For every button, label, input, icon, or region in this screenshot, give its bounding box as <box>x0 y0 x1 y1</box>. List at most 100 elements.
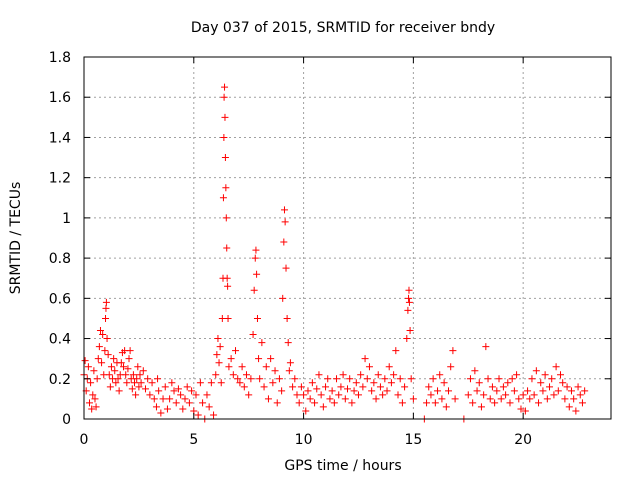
data-point <box>251 254 259 262</box>
data-point <box>125 355 133 363</box>
data-point <box>194 411 202 419</box>
data-point <box>482 343 490 351</box>
data-point <box>96 327 104 335</box>
data-point <box>236 379 244 387</box>
data-point <box>249 331 257 339</box>
data-point <box>405 286 413 294</box>
data-point <box>300 391 308 399</box>
data-point <box>543 395 551 403</box>
data-point <box>528 375 536 383</box>
data-point <box>255 355 263 363</box>
data-point <box>354 391 362 399</box>
data-point <box>273 399 281 407</box>
data-point <box>311 399 319 407</box>
data-point <box>87 379 95 387</box>
data-point <box>112 379 120 387</box>
data-point <box>262 363 270 371</box>
axis-ticks <box>83 56 611 420</box>
data-point <box>559 379 567 387</box>
data-point <box>179 405 187 413</box>
data-point <box>403 335 411 343</box>
data-point <box>137 379 145 387</box>
data-point <box>530 391 538 399</box>
data-point <box>319 403 327 411</box>
data-point <box>480 391 488 399</box>
data-point <box>258 339 266 347</box>
data-point <box>214 335 222 343</box>
data-point <box>283 314 291 322</box>
data-point <box>335 391 343 399</box>
data-point <box>128 385 136 393</box>
data-point <box>102 304 110 312</box>
data-point <box>572 407 580 415</box>
data-point <box>98 359 106 367</box>
data-point <box>313 385 321 393</box>
data-point <box>150 395 158 403</box>
x-tick-labels: 0 5 10 15 20 <box>80 432 533 448</box>
data-point <box>513 371 521 379</box>
data-point <box>352 379 360 387</box>
data-point <box>260 383 268 391</box>
data-point <box>387 379 395 387</box>
data-point <box>271 367 279 375</box>
data-point <box>107 363 115 371</box>
data-point <box>222 184 230 192</box>
data-point <box>177 391 185 399</box>
data-point <box>124 365 132 373</box>
data-point <box>279 294 287 302</box>
data-point <box>289 383 297 391</box>
data-point <box>376 383 384 391</box>
data-point <box>139 367 147 375</box>
data-point <box>174 385 182 393</box>
data-point <box>390 371 398 379</box>
chart-title: Day 037 of 2015, SRMTID for receiver bnd… <box>191 20 495 36</box>
data-point <box>91 395 99 403</box>
data-point <box>475 379 483 387</box>
data-point <box>286 359 294 367</box>
data-point <box>361 355 369 363</box>
data-point <box>506 399 514 407</box>
data-point <box>515 395 523 403</box>
data-point <box>537 379 545 387</box>
data-point <box>328 387 336 395</box>
data-point <box>101 347 109 355</box>
data-point <box>563 383 571 391</box>
data-point <box>224 314 232 322</box>
data-point <box>567 387 575 395</box>
data-point <box>154 375 162 383</box>
data-point <box>126 347 134 355</box>
y-tick-label: 0.6 <box>49 291 71 307</box>
x-tick-label: 20 <box>514 432 532 448</box>
data-point <box>221 113 229 121</box>
data-point <box>219 194 227 202</box>
data-point <box>434 387 442 395</box>
data-point <box>449 347 457 355</box>
data-point <box>123 379 131 387</box>
y-tick-label: 0.4 <box>49 332 71 348</box>
data-point <box>438 395 446 403</box>
data-point <box>106 383 114 391</box>
data-point <box>185 399 193 407</box>
data-point <box>405 294 413 302</box>
data-point <box>238 363 246 371</box>
data-point <box>477 403 485 411</box>
data-point <box>491 399 499 407</box>
data-point <box>295 399 303 407</box>
data-point <box>120 363 128 371</box>
data-point <box>232 347 240 355</box>
data-point <box>519 391 527 399</box>
data-point <box>392 347 400 355</box>
data-point <box>396 375 404 383</box>
data-point <box>436 371 444 379</box>
data-point <box>381 375 389 383</box>
data-point <box>212 371 220 379</box>
data-point <box>581 387 589 395</box>
data-point <box>497 395 505 403</box>
y-tick-label: 0 <box>62 412 71 428</box>
data-point <box>135 383 143 391</box>
data-point <box>532 367 540 375</box>
data-point <box>132 391 140 399</box>
data-point <box>104 351 112 359</box>
data-point <box>213 351 221 359</box>
data-point <box>466 375 474 383</box>
